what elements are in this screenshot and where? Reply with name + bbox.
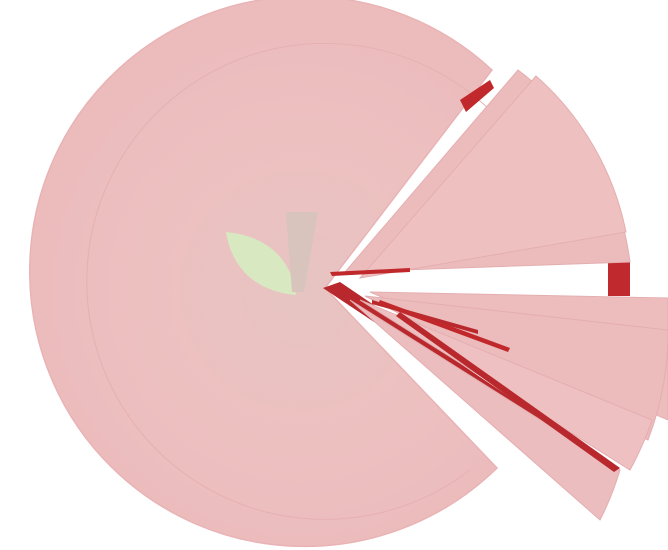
leaf bbox=[226, 232, 296, 295]
stem bbox=[286, 212, 318, 292]
red-edge bbox=[608, 258, 630, 296]
slice bbox=[359, 299, 653, 471]
slice bbox=[349, 299, 621, 521]
inner-ring bbox=[86, 42, 493, 520]
red-edge bbox=[460, 80, 494, 112]
red-edge bbox=[396, 312, 620, 472]
slice bbox=[358, 75, 627, 279]
red-edge bbox=[378, 300, 510, 352]
red-edge bbox=[330, 268, 410, 276]
